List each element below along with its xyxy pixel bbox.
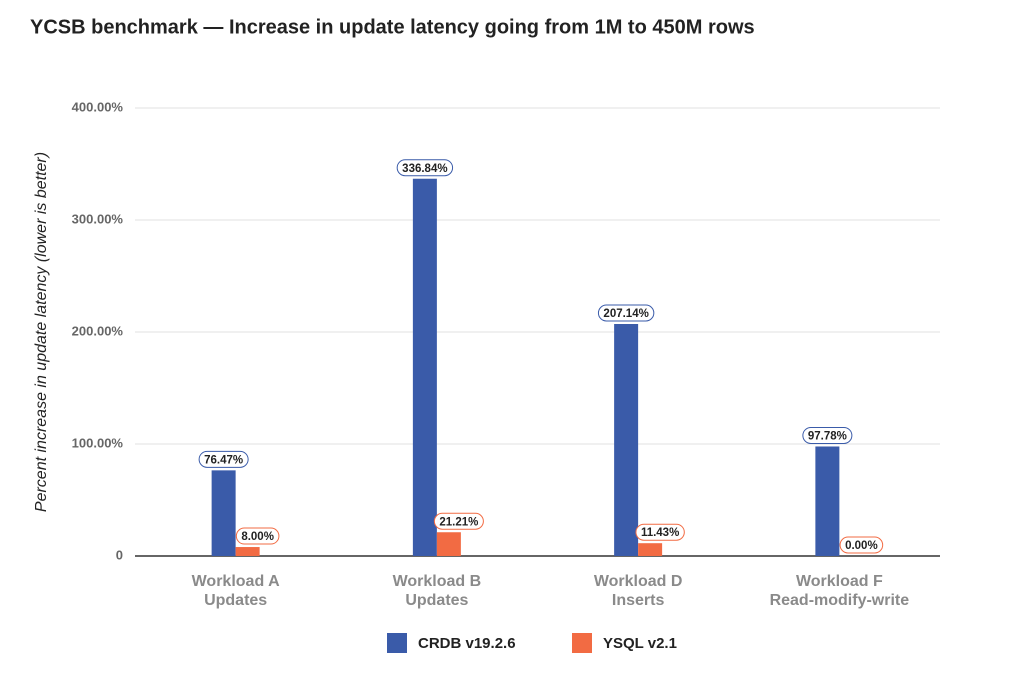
value-label: 207.14% bbox=[603, 308, 648, 320]
value-label-box bbox=[433, 512, 484, 530]
bar bbox=[638, 543, 663, 556]
value-label-box bbox=[396, 159, 454, 177]
bar bbox=[211, 470, 236, 556]
legend-swatch bbox=[572, 633, 592, 653]
legend-label: YSQL v2.1 bbox=[603, 635, 677, 652]
x-tick-label: Workload B bbox=[393, 573, 482, 590]
x-tick-label: Workload A bbox=[192, 573, 280, 590]
value-label: 21.21% bbox=[439, 516, 478, 528]
y-axis-label: Percent increase in update latency (lowe… bbox=[33, 152, 50, 512]
x-tick-label: Workload F bbox=[796, 573, 883, 590]
y-tick-label: 100.00% bbox=[72, 435, 124, 450]
bar bbox=[614, 324, 639, 556]
value-label-box bbox=[802, 426, 853, 444]
value-label-box bbox=[597, 304, 655, 322]
y-tick-label: 0 bbox=[116, 547, 123, 562]
x-tick-label: Updates bbox=[204, 592, 267, 609]
x-tick-label: Workload D bbox=[594, 573, 683, 590]
value-label: 97.78% bbox=[808, 431, 847, 443]
chart-title: YCSB benchmark — Increase in update late… bbox=[30, 16, 755, 38]
x-tick-label: Inserts bbox=[612, 592, 665, 609]
value-label: 8.00% bbox=[241, 531, 274, 543]
value-label: 76.47% bbox=[204, 454, 243, 466]
value-label-box bbox=[235, 527, 280, 545]
y-tick-label: 300.00% bbox=[72, 211, 124, 226]
bar bbox=[412, 178, 437, 556]
bar bbox=[436, 532, 461, 556]
bar bbox=[235, 547, 260, 556]
legend-swatch bbox=[387, 633, 407, 653]
value-label: 11.43% bbox=[641, 527, 679, 539]
value-label: 0.00% bbox=[845, 540, 878, 552]
bar bbox=[815, 446, 840, 556]
x-tick-label: Read-modify-write bbox=[770, 592, 910, 609]
y-tick-label: 200.00% bbox=[72, 323, 124, 338]
value-label: 336.84% bbox=[402, 163, 447, 175]
y-tick-label: 400.00% bbox=[72, 99, 124, 114]
value-label-box bbox=[198, 450, 249, 468]
x-tick-label: Updates bbox=[405, 592, 468, 609]
legend-label: CRDB v19.2.6 bbox=[418, 635, 516, 652]
value-label-box bbox=[635, 523, 685, 541]
value-label-box bbox=[839, 536, 884, 554]
